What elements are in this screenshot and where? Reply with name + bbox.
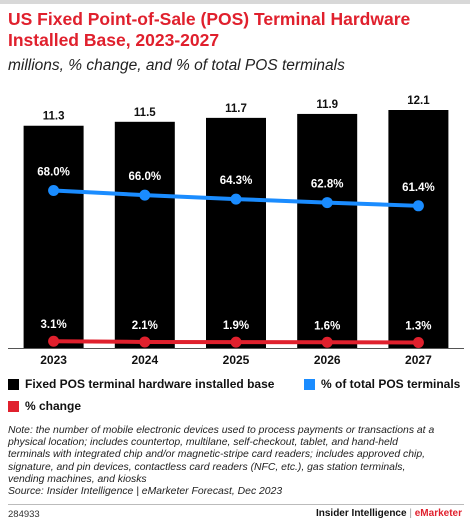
bar — [23, 125, 84, 348]
legend-item-change: % change — [8, 399, 81, 413]
change-point — [412, 337, 424, 348]
share-value-label: 64.3% — [220, 175, 253, 187]
share-value-label: 62.8% — [311, 179, 344, 191]
bar-value-label: 11.5 — [134, 107, 156, 119]
note-line: terminals with integrated chip and/or ma… — [8, 449, 425, 461]
note-line: physical location; includes countertop, … — [8, 437, 398, 449]
bar — [114, 121, 175, 348]
x-tick-label: 2023 — [40, 353, 67, 367]
bar — [206, 117, 266, 348]
legend-item-share: % of total POS terminals — [304, 377, 460, 391]
brand-logo: Insider Intelligence | eMarketer — [316, 508, 462, 519]
source-line: Source: Insider Intelligence | eMarketer… — [8, 486, 283, 498]
top-rule — [0, 0, 470, 4]
legend-swatch-bars — [8, 378, 19, 390]
chart-title: US Fixed Point-of-Sale (POS) Terminal Ha… — [8, 9, 463, 51]
legend-label-share: % of total POS terminals — [321, 377, 461, 391]
share-point — [48, 185, 60, 196]
change-value-label: 3.1% — [40, 319, 66, 331]
share-point — [321, 197, 333, 209]
legend-swatch-change — [8, 400, 19, 412]
legend-swatch-share — [304, 378, 315, 390]
brand-emarketer: eMarketer — [414, 508, 462, 519]
brand-main: Insider Intelligence — [315, 508, 407, 519]
share-point — [412, 200, 424, 212]
bar-value-label: 11.7 — [225, 103, 247, 115]
share-value-label: 61.4% — [402, 182, 435, 194]
legend-label-bars: Fixed POS terminal hardware installed ba… — [25, 377, 275, 391]
note-line: Note: the number of mobile electronic de… — [8, 425, 435, 436]
bar-value-label: 11.9 — [316, 99, 338, 111]
change-value-label: 1.6% — [314, 320, 340, 332]
bar — [297, 113, 358, 348]
change-point — [48, 335, 60, 347]
change-point — [321, 336, 333, 348]
legend-item-bars: Fixed POS terminal hardware installed ba… — [8, 377, 274, 391]
chart-id: 284933 — [8, 509, 40, 520]
share-point — [230, 193, 242, 205]
change-value-label: 2.1% — [132, 320, 158, 332]
change-value-label: 1.3% — [405, 321, 431, 333]
footer-rule — [8, 504, 464, 505]
title-line-2: Installed Base, 2023-2027 — [8, 30, 220, 50]
change-point — [230, 336, 242, 348]
note-line: signature, and pin devices, contactless … — [8, 461, 406, 473]
change-point — [139, 336, 151, 348]
bar-value-label: 11.3 — [43, 111, 65, 123]
share-value-label: 66.0% — [128, 171, 161, 183]
note-line: vending machines, and kiosks — [8, 473, 147, 485]
chart-note: Note: the number of mobile electronic de… — [8, 425, 466, 498]
share-value-label: 68.0% — [37, 167, 70, 179]
title-line-1: US Fixed Point-of-Sale (POS) Terminal Ha… — [8, 9, 411, 29]
chart-subtitle: millions, % change, and % of total POS t… — [8, 57, 345, 74]
chart-canvas: 11.3 11.5 11.7 11.9 12.1 68.0% 66.0% 64.3% 62.8%… — [8, 95, 464, 367]
bar-value-label: 12.1 — [407, 95, 430, 107]
change-value-label: 1.9% — [223, 320, 249, 332]
legend-label-change: % change — [25, 399, 82, 413]
share-point — [139, 189, 151, 201]
brand-separator: | — [409, 508, 412, 519]
x-tick-label: 2026 — [314, 353, 341, 367]
x-tick-label: 2027 — [405, 353, 432, 367]
x-tick-label: 2024 — [131, 353, 158, 367]
x-tick-label: 2025 — [223, 353, 250, 367]
bar — [388, 110, 449, 348]
